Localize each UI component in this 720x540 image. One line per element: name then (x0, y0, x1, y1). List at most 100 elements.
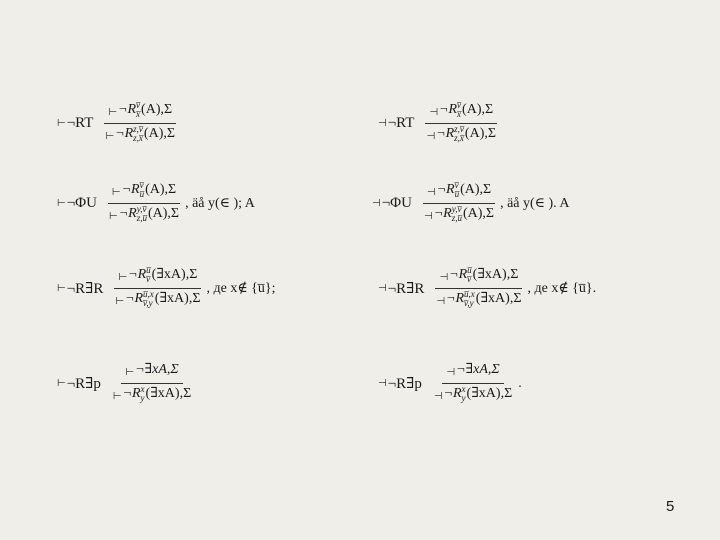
side-condition: , де x∉ {u̅}; (206, 281, 276, 296)
turnstile-symbol: ⊣ (423, 211, 433, 222)
subscript: v̅ (467, 273, 472, 284)
formula-prefix: ¬∃xA,Σ (456, 362, 500, 377)
subscript: v̅,y (143, 297, 153, 308)
formula-argument: (∃xA),Σ (475, 291, 522, 306)
sup-sub: u̅ v̅ (146, 264, 151, 284)
subscript: z,u̅ (136, 212, 147, 223)
rule-fraction: ⊣¬R v̅ x̅ (A),Σ ⊣¬R z,v̅ z,x̅ (A),Σ (422, 100, 500, 147)
premise: ⊣¬R u̅ v̅ (∃xA),Σ (435, 265, 523, 289)
superscript: v̅ (139, 179, 144, 190)
premise: ⊢¬R v̅ u̅ (A),Σ (107, 179, 181, 204)
sup-sub: v̅ u̅ (454, 179, 460, 199)
conclusion: ⊣¬R y,v̅ z,u̅ (A),Σ (420, 204, 498, 227)
superscript: v̅ (457, 99, 462, 110)
premise: ⊢¬R v̅ x̅ (A),Σ (104, 99, 177, 124)
conclusion: ⊢¬R x y (∃xA),Σ (109, 384, 195, 407)
formula-argument: (A),Σ (462, 102, 494, 117)
side-condition: , äå y(∈ ); A (185, 196, 255, 211)
rule-fraction: ⊢¬R v̅ u̅ (A),Σ ⊢¬R y,v̅ z,u̅ (A),Σ (105, 180, 183, 227)
superscript: y,v̅ (136, 203, 147, 214)
conclusion: ⊣¬R z,v̅ z,x̅ (A),Σ (422, 124, 500, 147)
formula-prefix: ¬R (115, 126, 134, 141)
rule-name: ¬RT (387, 115, 415, 131)
formula-prefix: ¬R (121, 182, 140, 197)
turnstile-symbol: ⊣ (436, 296, 446, 307)
sup-sub: u̅,x v̅,y (143, 288, 154, 308)
subscript: y (140, 392, 145, 403)
premise: ⊢¬∃xA,Σ (121, 360, 183, 384)
turnstile-symbol: ⊢ (112, 391, 122, 402)
turnstile-symbol: ⊢ (108, 107, 118, 118)
subscript: x̅ (136, 108, 141, 119)
conclusion: ⊢¬R z,v̅ z,x̅ (A),Σ (101, 124, 179, 147)
formula-argument: (A),Σ (147, 206, 180, 221)
formula-argument: (∃xA),Σ (154, 291, 201, 306)
rule-name: ¬R∃R (387, 281, 425, 297)
inference-rule: ⊣ ¬RT ⊣¬R v̅ x̅ (A),Σ ⊣¬R z,v̅ z,x̅ (A),Σ (378, 100, 500, 147)
turnstile-symbol: ⊣ (426, 187, 436, 198)
subscript: u̅ (139, 188, 145, 199)
formula-argument: (A),Σ (462, 206, 495, 221)
superscript: u̅ (146, 264, 151, 275)
formula-argument: (A),Σ (141, 102, 173, 117)
formula-argument: (A),Σ (143, 126, 176, 141)
side-condition: . (518, 375, 522, 391)
turnstile-symbol: ⊢ (57, 283, 66, 294)
subscript: u̅ (454, 188, 460, 199)
formula-argument: (A),Σ (464, 126, 497, 141)
subscript: x̅ (457, 108, 462, 119)
side-condition: , äå y(∈ ). A (500, 196, 570, 211)
rule-fraction: ⊢¬R v̅ x̅ (A),Σ ⊢¬R z,v̅ z,x̅ (A),Σ (101, 100, 179, 147)
sup-sub: y,v̅ z,u̅ (451, 203, 462, 223)
subscript: z,x̅ (133, 132, 143, 143)
rule-fraction: ⊣¬R u̅ v̅ (∃xA),Σ ⊣¬R u̅,x v̅,y (∃xA),Σ (432, 265, 525, 312)
superscript: u̅,x (464, 288, 475, 299)
formula-prefix: ¬R (118, 102, 137, 117)
formula-prefix: ¬R (446, 291, 465, 306)
sup-sub: u̅,x v̅,y (464, 288, 475, 308)
premise: ⊣¬R v̅ u̅ (A),Σ (422, 179, 496, 204)
turnstile-symbol: ⊢ (118, 272, 128, 283)
inference-rule: ⊢ ¬RT ⊢¬R v̅ x̅ (A),Σ ⊢¬R z,v̅ z,x̅ (A),Σ (57, 100, 179, 147)
rule-name: ¬ΦU (66, 195, 97, 211)
turnstile-symbol: ⊣ (378, 118, 387, 129)
turnstile-symbol: ⊢ (57, 198, 66, 209)
turnstile-symbol: ⊢ (125, 367, 135, 378)
superscript: x (140, 383, 145, 394)
rule-name: ¬R∃R (66, 281, 104, 297)
inference-rule: ⊢ ¬ΦU ⊢¬R v̅ u̅ (A),Σ ⊢¬R y,v̅ z,u̅ (A),Σ, äå y(∈… (57, 180, 255, 227)
subscript: y (461, 392, 466, 403)
formula-argument: (∃xA),Σ (466, 386, 513, 401)
formula-argument: (A),Σ (145, 182, 177, 197)
inference-rule: ⊣ ¬R∃R ⊣¬R u̅ v̅ (∃xA),Σ ⊣¬R u̅,x v̅,y (∃xA),Σ, д… (378, 265, 596, 312)
formula-prefix: ¬R (125, 291, 144, 306)
premise: ⊣¬R v̅ x̅ (A),Σ (425, 99, 498, 124)
superscript: v̅ (454, 179, 459, 190)
rule-name: ¬RT (66, 115, 94, 131)
turnstile-symbol: ⊣ (429, 107, 439, 118)
rule-name: ¬R∃p (387, 376, 422, 392)
conclusion: ⊢¬R u̅,x v̅,y (∃xA),Σ (111, 289, 204, 312)
inference-rule: ⊢ ¬R∃R ⊢¬R u̅ v̅ (∃xA),Σ ⊢¬R u̅,x v̅,y (∃xA),Σ, д… (57, 265, 276, 312)
turnstile-symbol: ⊢ (105, 131, 115, 142)
superscript: z,v̅ (133, 123, 143, 134)
conclusion: ⊣¬R u̅,x v̅,y (∃xA),Σ (432, 289, 525, 312)
turnstile-symbol: ⊣ (426, 131, 436, 142)
superscript: y,v̅ (451, 203, 462, 214)
inference-rule: ⊣ ¬ΦU ⊣¬R v̅ u̅ (A),Σ ⊣¬R y,v̅ z,u̅ (A),Σ, äå y(∈… (372, 180, 570, 227)
formula-prefix: ¬R (449, 267, 468, 282)
formula-prefix: ¬R (433, 206, 452, 221)
conclusion: ⊢¬R y,v̅ z,u̅ (A),Σ (105, 204, 183, 227)
turnstile-symbol: ⊢ (57, 118, 66, 129)
sup-sub: z,v̅ z,x̅ (133, 123, 143, 143)
superscript: u̅,x (143, 288, 154, 299)
superscript: v̅ (136, 99, 141, 110)
formula-prefix: ¬R (128, 267, 147, 282)
turnstile-symbol: ⊣ (446, 367, 456, 378)
turnstile-symbol: ⊢ (111, 187, 121, 198)
turnstile-symbol: ⊢ (108, 211, 118, 222)
formula-prefix: ¬R (436, 126, 455, 141)
subscript: v̅,y (464, 297, 474, 308)
